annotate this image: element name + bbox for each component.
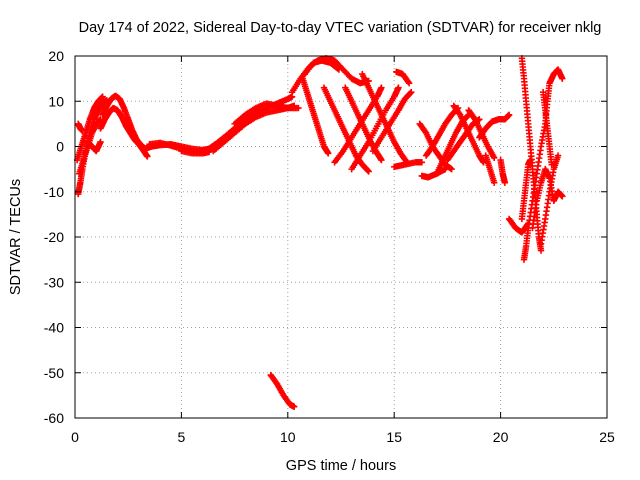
y-tick-label: 10	[48, 93, 64, 109]
x-tick-label: 15	[386, 429, 402, 445]
data-point	[407, 89, 414, 97]
data-point	[334, 65, 341, 72]
series-arc-28	[433, 111, 472, 177]
series-arc-30	[450, 102, 487, 166]
axis-ticks	[74, 55, 608, 419]
data-point	[378, 84, 385, 91]
data-point	[554, 152, 562, 159]
data-point	[408, 89, 415, 96]
data-point	[448, 165, 455, 173]
series-arc-32	[476, 111, 513, 141]
x-tick-label: 0	[71, 429, 79, 445]
data-point	[537, 247, 545, 254]
data-point	[364, 167, 371, 174]
data-point	[480, 159, 487, 166]
y-tick-label: -20	[44, 229, 64, 245]
data-point	[405, 79, 413, 87]
series-arc-22	[369, 89, 415, 155]
y-tick-label: -10	[44, 184, 64, 200]
series-arc-39	[537, 152, 562, 247]
series-arc-20	[331, 84, 385, 166]
data-point	[422, 128, 429, 135]
y-tick-label: -50	[44, 365, 64, 381]
data-point	[97, 138, 104, 146]
series-arc-21	[348, 84, 402, 173]
y-tick-label: 0	[56, 139, 64, 155]
data-point	[491, 179, 498, 186]
data-point	[501, 179, 509, 186]
y-tick-label: -30	[44, 274, 64, 290]
data-points	[73, 55, 566, 410]
series-arc-24	[391, 159, 426, 171]
series-arc-7	[84, 138, 104, 155]
data-point	[144, 153, 151, 160]
x-axis-label: GPS time / hours	[286, 458, 396, 474]
series-arc-16	[299, 75, 332, 157]
series-arc-42	[267, 371, 298, 410]
series-arc-13	[231, 100, 302, 128]
data-point	[527, 156, 534, 164]
data-point	[378, 156, 385, 164]
data-point	[79, 127, 86, 134]
data-point	[99, 93, 106, 100]
series-arc-31	[465, 107, 498, 162]
data-point	[491, 154, 498, 162]
y-tick-label: -40	[44, 320, 64, 336]
data-point	[325, 150, 332, 157]
data-point	[548, 161, 555, 168]
data-point	[559, 75, 566, 82]
series-arc-15	[301, 57, 343, 78]
series-arc-37	[520, 66, 566, 263]
series-arc-40	[539, 89, 555, 168]
series-arc-10	[178, 147, 213, 157]
x-tick-labels: 0 5 10 15 20 25	[71, 429, 615, 445]
data-point	[335, 66, 343, 73]
x-tick-label: 25	[599, 429, 615, 445]
chart-title: Day 174 of 2022, Sidereal Day-to-day VTE…	[79, 20, 602, 36]
series-arc-33	[482, 152, 498, 186]
data-point	[559, 193, 566, 200]
series-arc-6	[97, 104, 151, 160]
data-point	[295, 104, 302, 112]
data-point	[505, 111, 513, 119]
x-tick-label: 5	[178, 429, 186, 445]
series-arc-4	[74, 120, 86, 134]
data-point	[395, 84, 402, 91]
data-point	[290, 403, 298, 410]
y-tick-label: 20	[48, 48, 64, 64]
x-tick-label: 10	[280, 429, 296, 445]
y-tick-label: -60	[44, 410, 64, 426]
data-point	[365, 168, 372, 175]
data-point	[404, 78, 412, 86]
data-point	[418, 159, 426, 166]
y-tick-labels: 20 10 0 -10 -20 -30 -40 -50 -60	[44, 48, 64, 426]
data-point	[456, 110, 463, 117]
series-arc-41	[518, 156, 534, 223]
series-arc-34	[497, 156, 509, 186]
series-arc-3	[76, 116, 104, 177]
data-point	[470, 114, 478, 122]
series-arc-23	[393, 68, 413, 87]
x-tick-label: 20	[493, 429, 509, 445]
y-axis-label: SDTVAR / TECUs	[8, 179, 24, 295]
